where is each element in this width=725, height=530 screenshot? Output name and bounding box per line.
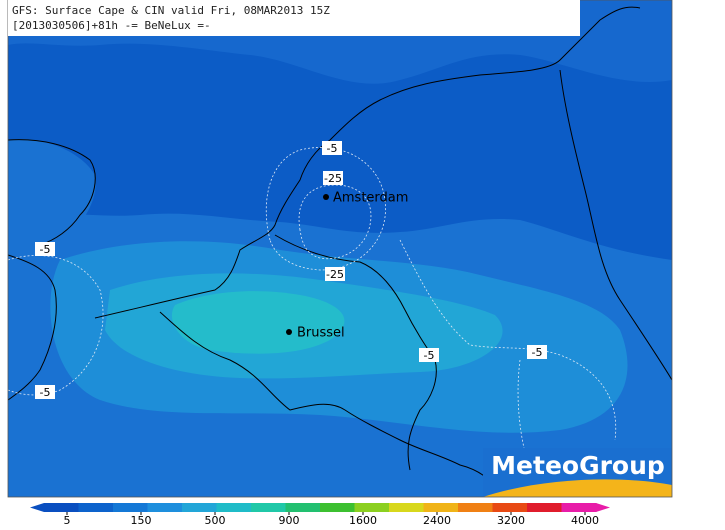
header-box xyxy=(8,0,580,36)
colorbar-arrow xyxy=(30,503,44,512)
city-dot xyxy=(286,329,292,335)
colorbar-label: 2400 xyxy=(423,514,451,526)
colorbar-segment xyxy=(285,503,321,512)
contour-label-box xyxy=(322,141,342,155)
contour-labels: -5 -25 -5 -25 -5 -5 -5 xyxy=(35,141,547,399)
colorbar-label: 5 xyxy=(64,514,71,526)
border-fr xyxy=(159,311,501,491)
colorbar-segment xyxy=(354,503,390,512)
field-uk xyxy=(8,139,96,250)
city-label: Brussel xyxy=(297,326,345,341)
contour-label: -5 xyxy=(532,346,543,359)
contour-label-box xyxy=(323,171,343,185)
colorbar-segment xyxy=(216,503,252,512)
colorbar-segment xyxy=(423,503,459,512)
header-line: [2013030506]+81h -= BeNeLux =- xyxy=(12,19,211,32)
map: MeteoGroup xyxy=(8,0,672,497)
colorbar-segment xyxy=(44,503,79,512)
colorbar-segment xyxy=(320,503,355,512)
city-dot xyxy=(323,194,329,200)
colorbar-label: 3200 xyxy=(497,514,525,526)
contour-label: -5 xyxy=(424,349,435,362)
logo-text: MeteoGroup xyxy=(491,451,665,480)
colorbar-segment xyxy=(147,503,183,512)
colorbar-label: 1600 xyxy=(349,514,377,526)
colorbar-arrow xyxy=(596,503,610,512)
contour-label: -25 xyxy=(326,268,344,281)
contour-label: -5 xyxy=(327,142,338,155)
border-east xyxy=(559,69,672,381)
contour-label: -5 xyxy=(40,386,51,399)
map-frame xyxy=(7,0,673,498)
contour-label: -25 xyxy=(324,172,342,185)
colorbar-segment xyxy=(492,503,528,512)
contour-label: -5 xyxy=(40,243,51,256)
coastline-main xyxy=(94,6,641,319)
colorbar-segment xyxy=(251,503,286,512)
colorbar-segment xyxy=(182,503,217,512)
contour-label-box xyxy=(35,385,55,399)
colorbar-segment xyxy=(561,503,597,512)
colorbar-segment xyxy=(113,503,148,512)
field-peak xyxy=(171,291,345,354)
contour xyxy=(265,147,386,271)
contour-label-box xyxy=(419,348,439,362)
contour-label-box xyxy=(325,267,345,281)
colorbar: 5 150 500 900 1600 2400 3200 4000 xyxy=(30,503,610,527)
contour xyxy=(298,184,372,260)
coastline-uk xyxy=(8,139,96,401)
contour-label-box xyxy=(35,242,55,256)
colorbar-label: 500 xyxy=(205,514,226,526)
contour-label-box xyxy=(527,345,547,359)
city-label: Amsterdam xyxy=(333,191,408,206)
colorbar-segment xyxy=(527,503,562,512)
border-de xyxy=(274,234,437,471)
colorbar-segment xyxy=(389,503,424,512)
logo-arc xyxy=(483,479,672,497)
colorbar-label: 900 xyxy=(279,514,300,526)
colorbar-label: 150 xyxy=(131,514,152,526)
colorbar-segment xyxy=(78,503,114,512)
colorbar-segment xyxy=(458,503,493,512)
colorbar-label: 4000 xyxy=(571,514,599,526)
header-line: GFS: Surface Cape & CIN valid Fri, 08MAR… xyxy=(12,4,330,17)
